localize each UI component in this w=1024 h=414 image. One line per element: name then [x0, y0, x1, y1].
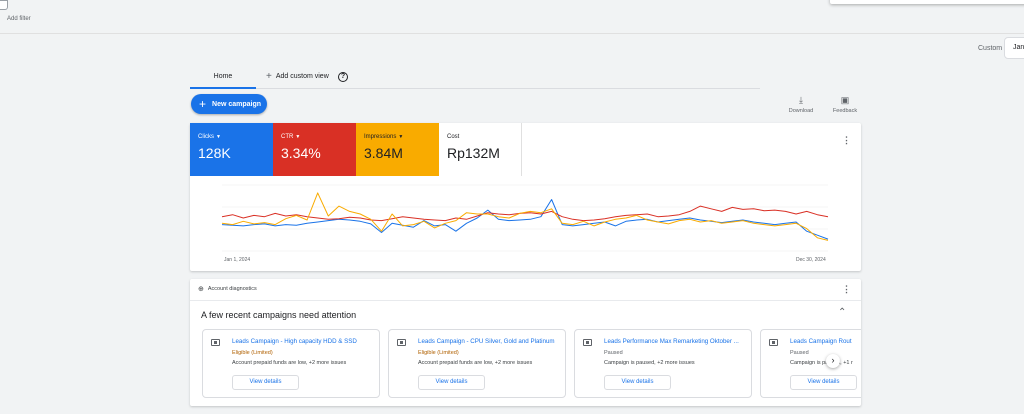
feedback-button[interactable]: ▣ Feedback — [830, 95, 860, 114]
campaign-card: Leads Campaign - CPU Silver, Gold and Pl… — [388, 329, 566, 398]
metric-clicks[interactable]: Clicks ▼ 128K — [190, 123, 273, 176]
add-custom-view-label: Add custom view — [275, 73, 329, 80]
performance-chart — [221, 184, 829, 252]
add-filter-link[interactable]: Add filter — [7, 16, 31, 22]
help-icon[interactable]: ? — [338, 72, 348, 82]
metric-label: Impressions — [364, 134, 397, 140]
filter-toggle[interactable] — [0, 0, 8, 10]
more-options-icon[interactable]: ⋮ — [842, 284, 851, 294]
more-options-icon[interactable]: ⋮ — [842, 135, 851, 145]
feedback-label: Feedback — [832, 108, 858, 114]
series-line-ctr — [221, 205, 829, 222]
metric-value: Rp132M — [447, 145, 500, 161]
caret-down-icon: ▼ — [216, 134, 221, 140]
metric-label: Clicks — [198, 134, 214, 140]
attention-title: A few recent campaigns need attention — [201, 310, 357, 320]
date-range-button[interactable]: Jan — [1004, 37, 1024, 59]
metric-value: 128K — [198, 145, 231, 161]
feedback-icon: ▣ — [840, 95, 850, 105]
series-line-impressions — [221, 192, 829, 241]
add-custom-view-tab[interactable]: + Add custom view — [266, 67, 329, 89]
campaign-card: Leads Campaign - High capacity HDD & SSD… — [202, 329, 380, 398]
diagnostics-icon: ⊕ — [198, 286, 204, 293]
campaign-card: Leads Performance Max Remarketing Oktobe… — [574, 329, 752, 398]
plus-icon: + — [266, 71, 272, 82]
view-details-button[interactable]: View details — [232, 375, 299, 390]
campaign-status: Paused — [604, 350, 623, 356]
view-details-button[interactable]: View details — [418, 375, 485, 390]
x-axis-start-label: Jan 1, 2024 — [224, 257, 251, 263]
chevron-right-icon[interactable]: › — [826, 354, 840, 368]
campaign-desc: Campaign is paused, +2 more issues — [604, 360, 695, 366]
campaign-icon — [769, 339, 778, 346]
metric-impressions[interactable]: Impressions ▼ 3.84M — [356, 123, 439, 176]
metric-ctr[interactable]: CTR ▼ 3.34% — [273, 123, 356, 176]
header-divider — [0, 33, 1024, 34]
campaign-status: Eligible (Limited) — [418, 350, 459, 356]
campaign-desc: Account prepaid funds are low, +2 more i… — [232, 360, 347, 366]
series-line-clicks — [221, 199, 829, 240]
download-icon: ⤓ — [799, 95, 803, 105]
top-popup-edge — [830, 0, 1024, 4]
campaign-icon — [397, 339, 406, 346]
campaign-desc: Campaign is paused, +1 r — [790, 360, 853, 366]
campaign-desc: Account prepaid funds are low, +2 more i… — [418, 360, 533, 366]
campaign-name[interactable]: Leads Campaign - CPU Silver, Gold and Pl… — [418, 338, 555, 345]
metric-label: Cost — [447, 134, 460, 140]
tab-home[interactable]: Home — [190, 67, 256, 89]
metric-value: 3.84M — [364, 145, 403, 161]
date-range-label: Custom — [978, 45, 1003, 52]
view-tabs: Home + Add custom view ? — [190, 67, 760, 89]
campaign-status: Paused — [790, 350, 809, 356]
diagnostics-header: ⊕ Account diagnostics — [198, 285, 257, 293]
metric-cost[interactable]: Cost Rp132M — [439, 123, 522, 176]
campaign-card: Leads Campaign Rout Paused Campaign is p… — [760, 329, 861, 398]
caret-down-icon: ▼ — [398, 134, 404, 140]
view-details-button[interactable]: View details — [604, 375, 671, 390]
new-campaign-button[interactable]: + New campaign — [191, 94, 267, 114]
campaign-icon — [211, 339, 220, 346]
new-campaign-label: New campaign — [212, 100, 262, 108]
view-details-button[interactable]: View details — [790, 375, 857, 390]
chevron-up-icon[interactable]: ⌃ — [838, 307, 847, 318]
campaign-icon — [583, 339, 592, 346]
performance-card: Clicks ▼ 128K CTR ▼ 3.34% Impressions ▼ 3.8… — [190, 123, 861, 271]
download-button[interactable]: ⤓ Download — [786, 95, 816, 114]
download-label: Download — [788, 108, 814, 114]
caret-down-icon: ▼ — [295, 134, 301, 140]
metric-label: CTR — [281, 134, 294, 140]
campaign-name[interactable]: Leads Campaign - High capacity HDD & SSD — [232, 338, 357, 345]
diagnostics-label: Account diagnostics — [207, 286, 257, 292]
x-axis-end-label: Dec 30, 2024 — [796, 257, 826, 263]
metric-value: 3.34% — [281, 145, 321, 161]
divider — [190, 300, 861, 301]
campaign-status: Eligible (Limited) — [232, 350, 273, 356]
diagnostics-card: ⊕ Account diagnostics ⋮ A few recent cam… — [190, 279, 861, 406]
plus-icon: + — [199, 97, 207, 111]
campaign-name[interactable]: Leads Performance Max Remarketing Oktobe… — [604, 338, 739, 345]
campaign-name[interactable]: Leads Campaign Rout — [790, 338, 852, 345]
